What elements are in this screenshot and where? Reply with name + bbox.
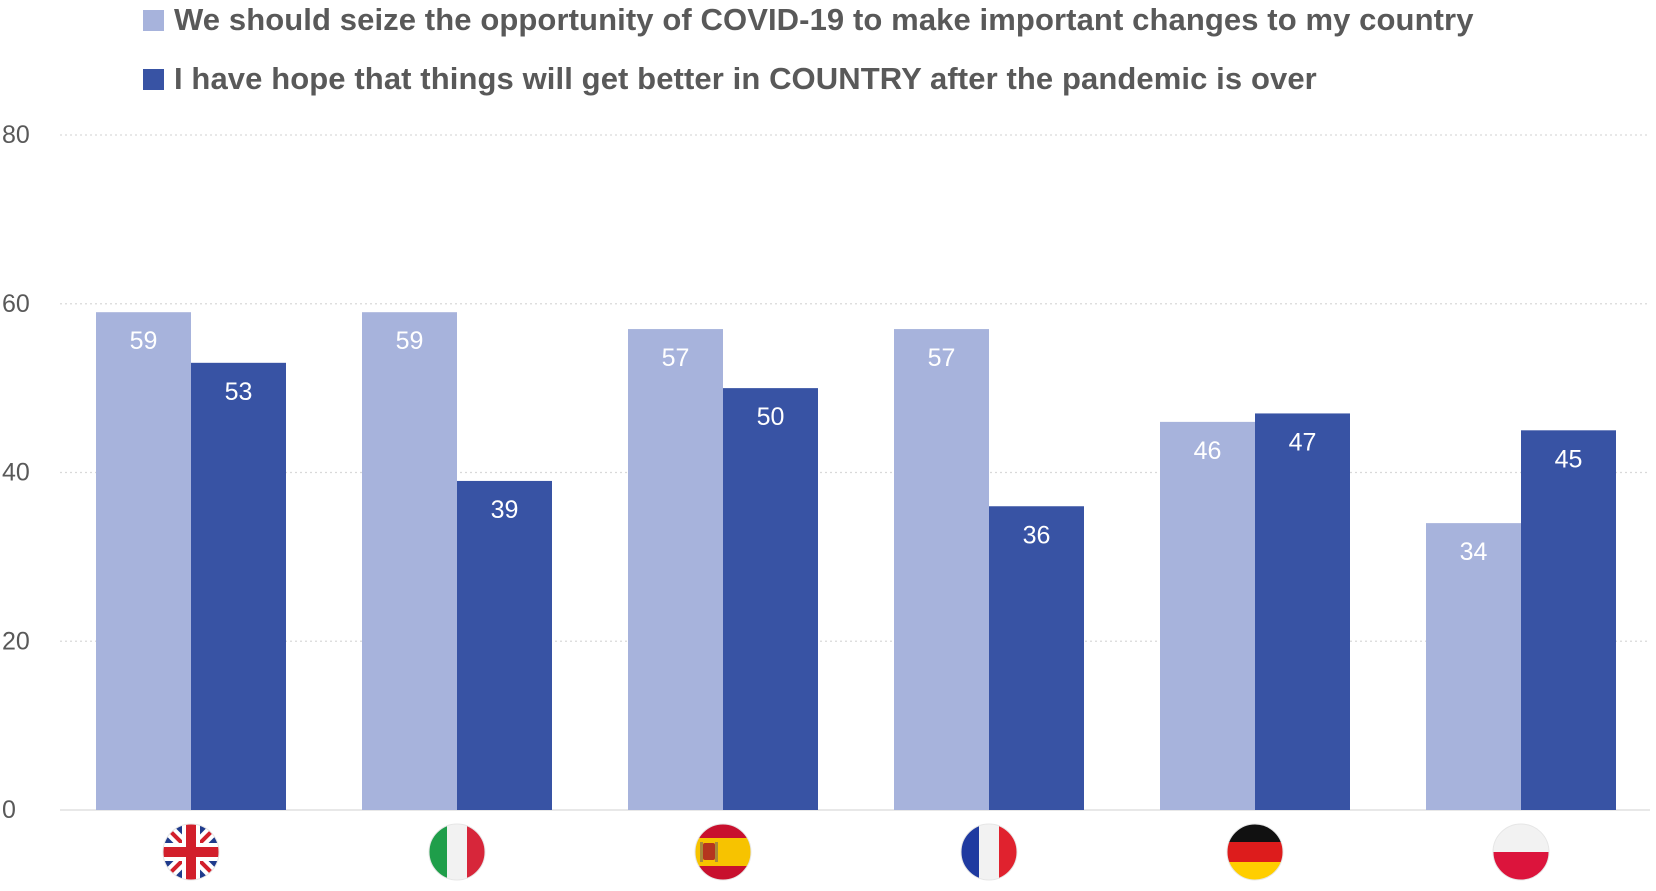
bar-value-label: 36	[1023, 521, 1051, 549]
bar	[628, 329, 723, 810]
bar	[723, 388, 818, 810]
flag-outline	[694, 823, 752, 881]
flag-outline	[162, 823, 220, 881]
bar	[362, 312, 457, 810]
bar-value-label: 53	[225, 378, 253, 406]
y-tick-label: 20	[2, 627, 30, 655]
bars	[96, 312, 1616, 810]
uk-flag-icon	[163, 824, 219, 880]
bar-value-label: 57	[662, 344, 690, 372]
poland-flag-icon	[1493, 824, 1549, 880]
bar-value-label: 50	[757, 403, 785, 431]
legend-swatch-series-2	[143, 68, 164, 90]
bar	[191, 362, 286, 810]
bar	[457, 480, 552, 810]
flag-outline	[428, 823, 486, 881]
france-flag-icon	[961, 824, 1017, 880]
legend-label-series-1: We should seize the opportunity of COVID…	[174, 2, 1474, 37]
bar	[1521, 430, 1616, 810]
bar-value-label: 39	[491, 496, 519, 524]
x-axis	[162, 823, 1550, 881]
y-tick-label: 40	[2, 459, 30, 487]
y-tick-label: 0	[2, 796, 16, 824]
spain-flag-icon	[695, 824, 751, 880]
flag-outline	[1492, 823, 1550, 881]
bar	[894, 329, 989, 810]
bar-value-label: 47	[1289, 428, 1317, 456]
bar-value-label: 46	[1194, 437, 1222, 465]
bar-value-label: 57	[928, 344, 956, 372]
bar-value-label: 45	[1555, 445, 1583, 473]
bar	[96, 312, 191, 810]
y-axis: 0 20 40 60 80	[2, 121, 30, 824]
bar-value-label: 34	[1460, 538, 1488, 566]
flag-outline	[960, 823, 1018, 881]
bar-value-label: 59	[130, 327, 158, 355]
bar	[1426, 523, 1521, 810]
chart-legend: We should seize the opportunity of COVID…	[143, 0, 1643, 99]
legend-label-series-2: I have hope that things will get better …	[174, 61, 1317, 96]
legend-item-seize-opportunity: We should seize the opportunity of COVID…	[143, 0, 1643, 40]
gridlines	[60, 134, 1650, 811]
y-tick-label: 60	[2, 290, 30, 318]
y-tick-label: 80	[2, 121, 30, 149]
italy-flag-icon	[429, 824, 485, 880]
legend-item-hope-better: I have hope that things will get better …	[143, 59, 1643, 99]
bar	[989, 506, 1084, 810]
bar-value-label: 59	[396, 327, 424, 355]
germany-flag-icon	[1227, 824, 1283, 880]
data-labels: 59 53 59 39 57 50 57 36 46 47 34 45	[130, 327, 1583, 566]
legend-swatch-series-1	[143, 9, 164, 31]
bar	[1255, 413, 1350, 810]
bar	[1160, 421, 1255, 810]
flag-outline	[1226, 823, 1284, 881]
